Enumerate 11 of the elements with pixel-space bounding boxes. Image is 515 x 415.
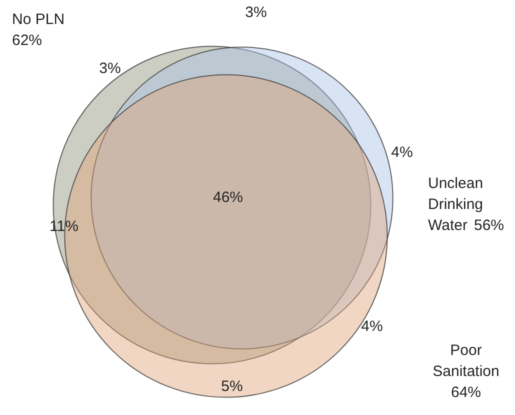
text: 4% <box>391 144 413 161</box>
text: 3% <box>99 60 121 77</box>
text: 46% <box>212 189 244 206</box>
data-label: 56% <box>474 217 504 234</box>
text: 5% <box>221 378 243 395</box>
category-label: Poor Sanitation <box>432 342 500 380</box>
data-label: 62% <box>12 32 42 49</box>
text: 3% <box>245 4 267 21</box>
data-label: 64% <box>450 384 482 401</box>
text: 4% <box>361 318 383 335</box>
category-label: No PLN <box>12 11 65 28</box>
